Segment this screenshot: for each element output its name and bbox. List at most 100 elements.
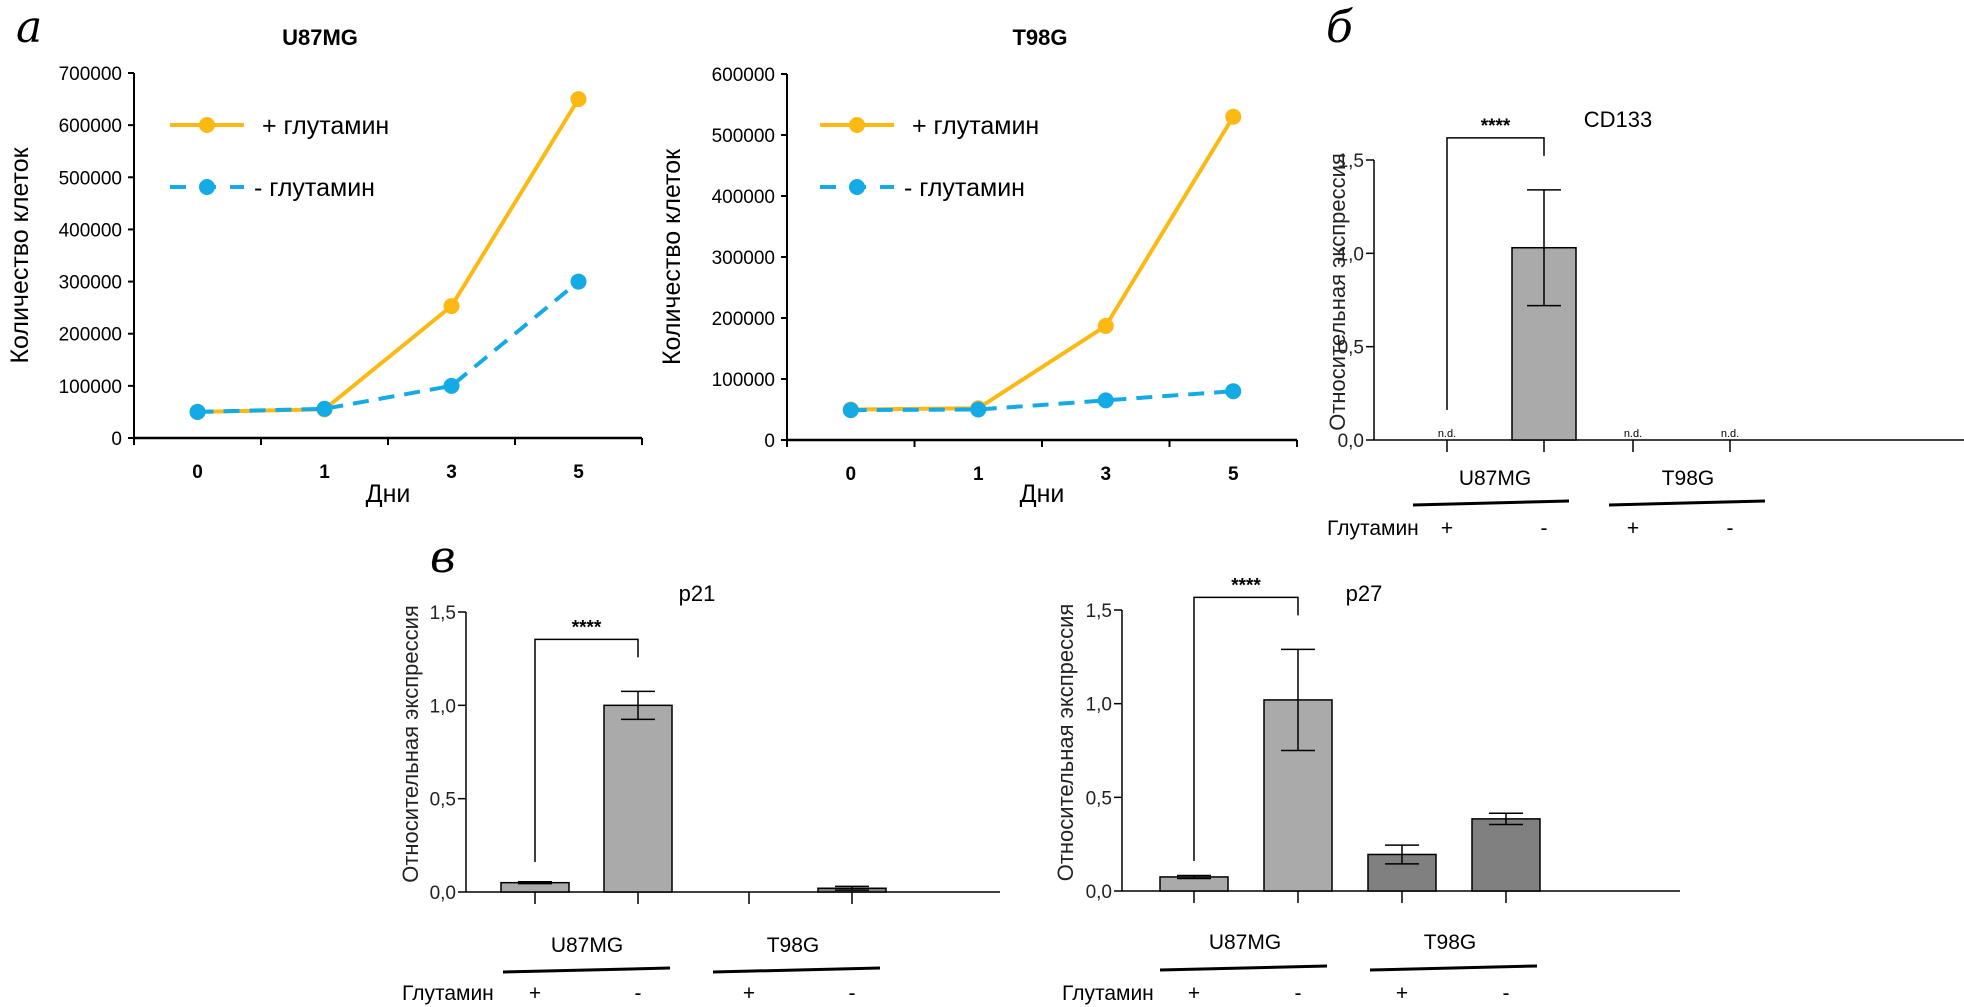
y-tick-label: 1,0 [1086,695,1112,716]
condition-label: - [1541,517,1548,540]
y-tick-label: 0,5 [430,790,456,811]
y-tick-label: 700000 [59,64,122,85]
condition-label: - [1727,517,1734,540]
x-tick-label: 1 [973,464,984,485]
series-line-plus [850,115,1235,412]
y-tick-label: 0,5 [1338,338,1364,359]
y-tick-label: 600000 [712,65,775,86]
y-tick-label: 100000 [712,370,775,391]
significance-bracket [1446,137,1545,410]
y-tick-label: 0 [111,429,122,450]
y-tick-label: 300000 [59,273,122,294]
significance-label: **** [572,617,602,638]
significance-label: **** [1481,116,1511,137]
y-tick-label: 0,5 [1086,788,1112,809]
group-label: T98G [767,934,820,957]
data-point-minus [189,403,206,420]
condition-label: - [1295,982,1302,1005]
data-point-minus [570,273,587,290]
x-tick-label: 3 [1100,464,1111,485]
legend-label-minus: - глутамин [904,174,1025,202]
y-tick-label: 200000 [712,309,775,330]
legend-marker-plus [199,117,215,133]
y-tick-label: 400000 [59,220,122,241]
data-point-plus [1225,108,1242,125]
panel-letter-a: а [16,2,42,53]
group-label: U87MG [1209,931,1281,954]
row-label: Глутамин [1327,517,1419,540]
y-tick-label: 200000 [59,325,122,346]
group-underline [1412,499,1570,507]
y-tick-label: 0 [764,431,775,452]
group-underline [1608,499,1766,507]
condition-label: - [1503,982,1510,1005]
y-tick-label: 600000 [59,116,122,137]
chart-title: CD133 [1584,107,1652,132]
y-tick-label: 1,5 [430,603,456,624]
data-point-plus [443,298,460,315]
not-detected-label: n.d. [1624,428,1642,440]
bar [1471,818,1541,892]
condition-label: - [849,982,856,1005]
data-point-minus [970,401,987,418]
panel-letter-b: б [1326,2,1353,53]
x-axis-label: Дни [366,480,411,508]
group-underline [502,966,671,974]
group-underline [1369,964,1538,972]
group-underline [712,966,881,974]
data-point-minus [443,377,460,394]
row-label: Глутамин [1062,982,1154,1005]
condition-label: - [635,982,642,1005]
y-tick-label: 500000 [59,168,122,189]
legend-label-plus: + глутамин [262,112,389,140]
y-axis-label: Относительная экспрессия [1325,153,1350,431]
chart-title: p21 [679,581,716,606]
significance-bracket [1193,596,1299,861]
condition-label: + [1188,982,1200,1005]
x-tick-label: 0 [192,462,203,483]
y-tick-label: 500000 [712,126,775,147]
y-tick-label: 100000 [59,377,122,398]
line-chart-t98g-growth: T98G 0 100000 200000 300000 400000 500000 60000… [658,25,1298,508]
data-point-minus [1097,392,1114,409]
row-label: Глутамин [402,982,494,1005]
legend-marker-minus [849,179,865,195]
series-line-minus [850,389,1234,413]
bar-chart-p27: p27 0,0 0,5 1,0 1,5 Относительная экспрессия +… [1053,575,1680,1005]
group-label: T98G [1662,467,1715,490]
chart-title: T98G [1012,25,1067,50]
y-tick-label: 0,0 [1338,431,1364,452]
bar [603,704,673,893]
data-point-plus [570,91,587,108]
data-point-plus [1097,317,1114,334]
data-point-minus [1225,383,1242,400]
not-detected-label: n.d. [1438,428,1456,440]
x-tick-label: 5 [1228,464,1239,485]
x-tick-label: 1 [319,462,330,483]
not-detected-label: n.d. [1721,428,1739,440]
y-tick-label: 0,0 [1086,882,1112,903]
chart-title: p27 [1346,581,1383,606]
y-tick-label: 1,5 [1338,151,1364,172]
x-axis-label: Дни [1020,480,1065,508]
legend-marker-plus [849,117,865,133]
condition-label: + [1396,982,1408,1005]
group-underline [1159,964,1328,972]
line-chart-u87mg-growth: U87MG 0 100000 200000 300000 400000 500000 6000… [6,25,643,508]
group-label: T98G [1424,931,1477,954]
x-tick-label: 3 [446,462,457,483]
condition-label: + [743,982,755,1005]
series-line-plus [197,98,581,414]
condition-label: + [1627,517,1639,540]
significance-bracket [534,638,639,862]
y-tick-label: 1,5 [1086,601,1112,622]
panel-letter-c: в [430,532,456,583]
y-tick-label: 300000 [712,248,775,269]
y-axis-label: Относительная экспрессия [1053,604,1078,882]
y-tick-label: 0,0 [430,883,456,904]
y-tick-label: 1,0 [1338,244,1364,265]
y-axis-label: Количество клеток [658,148,686,365]
condition-label: + [529,982,541,1005]
significance-label: **** [1231,575,1261,596]
